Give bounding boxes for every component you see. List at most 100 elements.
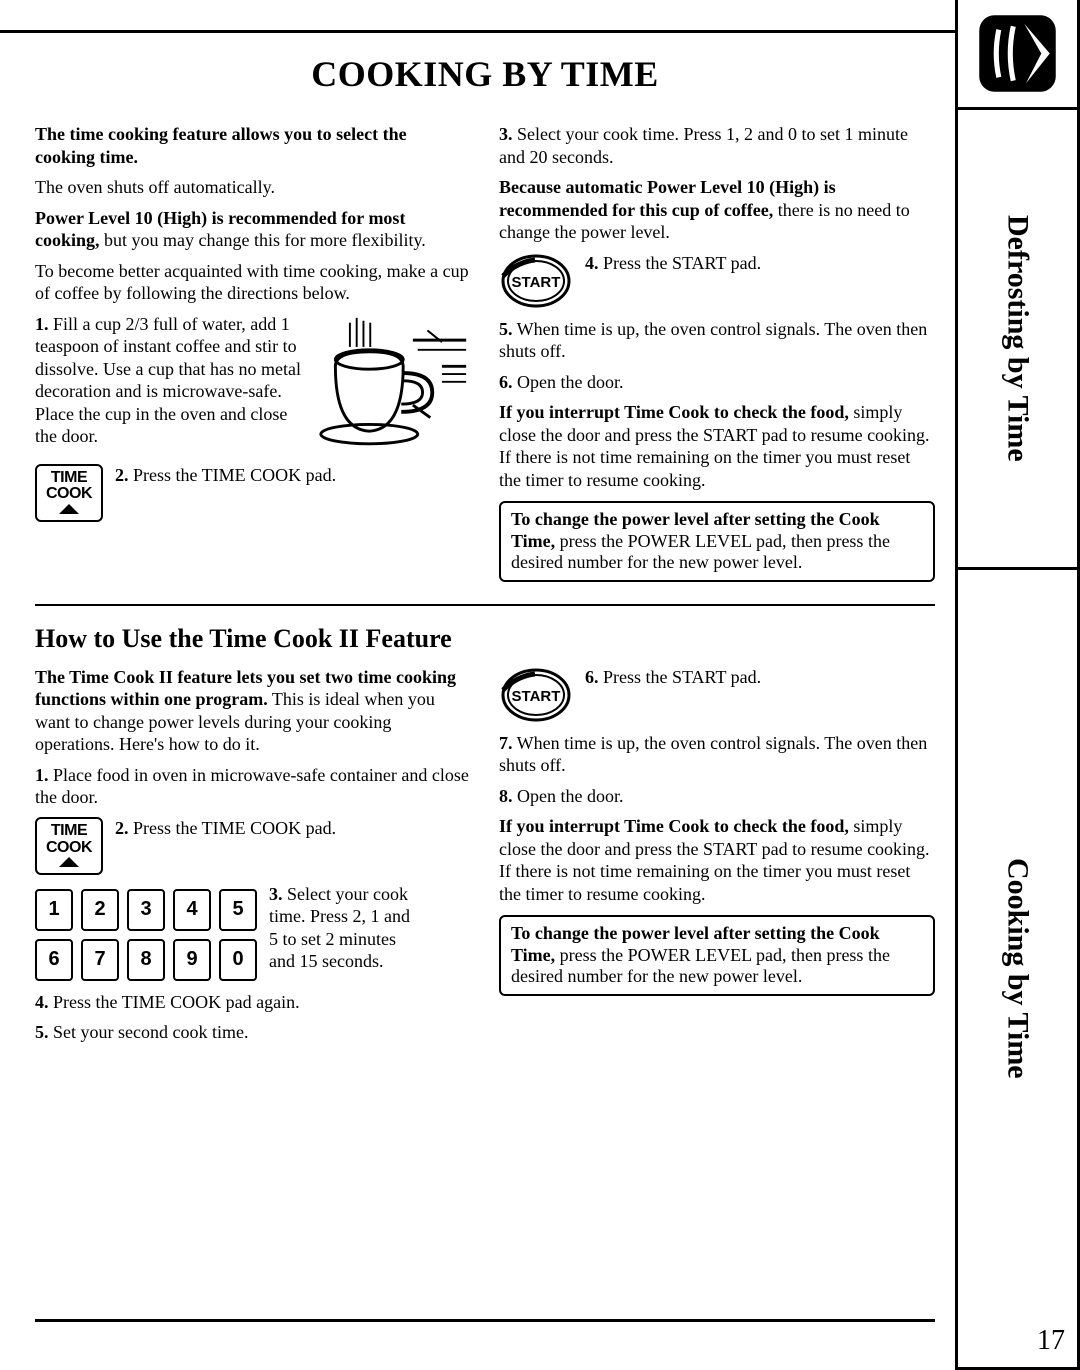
section-2-columns: The Time Cook II feature lets you set tw… <box>35 666 935 1052</box>
sec2-step-7: 7. When time is up, the oven control sig… <box>499 732 935 777</box>
section-1-right: 3. Select your cook time. Press 1, 2 and… <box>499 123 935 582</box>
start-pad-icon: START <box>499 666 573 724</box>
time-cook-pad-icon: TIME COOK <box>35 817 103 875</box>
key-0: 0 <box>219 939 257 981</box>
timecook-line1: TIME <box>37 823 101 840</box>
intro-bold: The time cooking feature allows you to s… <box>35 123 471 168</box>
intro-2: The oven shuts off automatically. <box>35 176 471 199</box>
section-2-left: The Time Cook II feature lets you set tw… <box>35 666 471 1052</box>
note-rest: press the POWER LEVEL pad, then press th… <box>511 531 890 573</box>
sec2-step-6-row: START 6. Press the START pad. <box>499 666 935 724</box>
step-2-row: TIME COOK 2. Press the TIME COOK pad. <box>35 464 471 522</box>
time-cook-pad-icon: TIME COOK <box>35 464 103 522</box>
sec2-step-5-text: Set your second cook time. <box>49 1022 249 1042</box>
key-9: 9 <box>173 939 211 981</box>
sec2-step-2-text: Press the TIME COOK pad. <box>129 818 337 838</box>
step-5-text: When time is up, the oven control signal… <box>499 319 927 362</box>
interrupt-bold: If you interrupt Time Cook to check the … <box>499 402 849 422</box>
page-number: 17 <box>1037 1325 1065 1357</box>
sec2-step-8-text: Open the door. <box>513 786 624 806</box>
step-4: 4. Press the START pad. <box>585 252 761 275</box>
key-2: 2 <box>81 889 119 931</box>
section-divider <box>35 604 935 606</box>
sec2-step-6: 6. Press the START pad. <box>585 666 761 689</box>
timecook-line1: TIME <box>37 470 101 487</box>
sec2-step-1-n: 1. <box>35 765 49 785</box>
step-1-row: 1. Fill a cup 2/3 full of water, add 1 t… <box>35 313 471 456</box>
sec2-note-rest: press the POWER LEVEL pad, then press th… <box>511 945 890 987</box>
sec2-step-8-n: 8. <box>499 786 513 806</box>
keypad-icon: 1 2 3 4 5 6 7 8 9 0 <box>35 883 257 981</box>
timecook-line2: COOK <box>37 486 101 503</box>
step-4-row: START 4. Press the START pad. <box>499 252 935 310</box>
power-level-note-box: To change the power level after setting … <box>499 501 935 582</box>
power-rec-rest: but you may change this for more flexibi… <box>100 230 426 250</box>
sec2-step-3-text: Select your cook time. Press 2, 1 and 5 … <box>269 884 410 972</box>
power-rec: Power Level 10 (High) is recommended for… <box>35 207 471 252</box>
svg-text:START: START <box>512 688 561 705</box>
step-1-n: 1. <box>35 314 49 334</box>
sec2-step-6-text: Press the START pad. <box>599 667 762 687</box>
main-content: COOKING BY TIME The time cooking feature… <box>0 30 955 1370</box>
sec2-step-3-n: 3. <box>269 884 283 904</box>
sec2-step-2-n: 2. <box>115 818 129 838</box>
acquaint: To become better acquainted with time co… <box>35 260 471 305</box>
step-3: 3. Select your cook time. Press 1, 2 and… <box>499 123 935 168</box>
section-1-columns: The time cooking feature allows you to s… <box>35 123 935 582</box>
sec2-step-3-row: 1 2 3 4 5 6 7 8 9 0 3. Select your cook … <box>35 883 471 981</box>
step-1-text: Fill a cup 2/3 full of water, add 1 teas… <box>35 314 301 447</box>
sec2-step-2-row: TIME COOK 2. Press the TIME COOK pad. <box>35 817 471 875</box>
sec2-power-level-note-box: To change the power level after setting … <box>499 915 935 996</box>
key-3: 3 <box>127 889 165 931</box>
microwave-logo-icon <box>958 0 1077 110</box>
up-arrow-icon <box>59 857 79 867</box>
sec2-step-2: 2. Press the TIME COOK pad. <box>115 817 336 840</box>
coffee-cup-icon <box>316 313 471 449</box>
key-8: 8 <box>127 939 165 981</box>
bottom-rule <box>35 1319 935 1322</box>
sec2-step-5-n: 5. <box>35 1022 49 1042</box>
sec2-step-4: 4. Press the TIME COOK pad again. <box>35 991 471 1014</box>
step-5-n: 5. <box>499 319 513 339</box>
step-6-n: 6. <box>499 372 513 392</box>
sec2-step-3: 3. Select your cook time. Press 2, 1 and… <box>269 883 419 973</box>
sec2-step-1-text: Place food in oven in microwave-safe con… <box>35 765 469 808</box>
sec2-step-6-n: 6. <box>585 667 599 687</box>
up-arrow-icon <box>59 504 79 514</box>
step-2: 2. Press the TIME COOK pad. <box>115 464 336 487</box>
sec2-step-5: 5. Set your second cook time. <box>35 1021 471 1044</box>
timecook-line2: COOK <box>37 840 101 857</box>
tab-defrosting-by-time: Defrosting by Time <box>958 110 1077 570</box>
sidebar: Defrosting by Time Cooking by Time 17 <box>955 0 1080 1370</box>
sec2-intro: The Time Cook II feature lets you set tw… <box>35 666 471 756</box>
step-3-text: Select your cook time. Press 1, 2 and 0 … <box>499 124 908 167</box>
step-4-n: 4. <box>585 253 599 273</box>
section-1-left: The time cooking feature allows you to s… <box>35 123 471 582</box>
step-3-n: 3. <box>499 124 513 144</box>
sec2-step-1: 1. Place food in oven in microwave-safe … <box>35 764 471 809</box>
start-pad-icon: START <box>499 252 573 310</box>
key-1: 1 <box>35 889 73 931</box>
step-5: 5. When time is up, the oven control sig… <box>499 318 935 363</box>
section-2-right: START 6. Press the START pad. 7. When ti… <box>499 666 935 1052</box>
sec2-interrupt-bold: If you interrupt Time Cook to check the … <box>499 816 849 836</box>
step-2-n: 2. <box>115 465 129 485</box>
sec2-interrupt: If you interrupt Time Cook to check the … <box>499 815 935 905</box>
sec2-step-4-text: Press the TIME COOK pad again. <box>49 992 300 1012</box>
section-2-heading: How to Use the Time Cook II Feature <box>35 624 935 654</box>
key-6: 6 <box>35 939 73 981</box>
sec2-step-4-n: 4. <box>35 992 49 1012</box>
step-4-text: Press the START pad. <box>599 253 762 273</box>
sec2-step-8: 8. Open the door. <box>499 785 935 808</box>
step-6: 6. Open the door. <box>499 371 935 394</box>
key-5: 5 <box>219 889 257 931</box>
step-6-text: Open the door. <box>513 372 624 392</box>
key-4: 4 <box>173 889 211 931</box>
because: Because automatic Power Level 10 (High) … <box>499 176 935 244</box>
key-7: 7 <box>81 939 119 981</box>
step-2-text: Press the TIME COOK pad. <box>129 465 337 485</box>
page-title: COOKING BY TIME <box>35 53 935 95</box>
tab-cooking-by-time: Cooking by Time <box>958 570 1077 1367</box>
sec2-step-7-n: 7. <box>499 733 513 753</box>
sec2-step-7-text: When time is up, the oven control signal… <box>499 733 927 776</box>
